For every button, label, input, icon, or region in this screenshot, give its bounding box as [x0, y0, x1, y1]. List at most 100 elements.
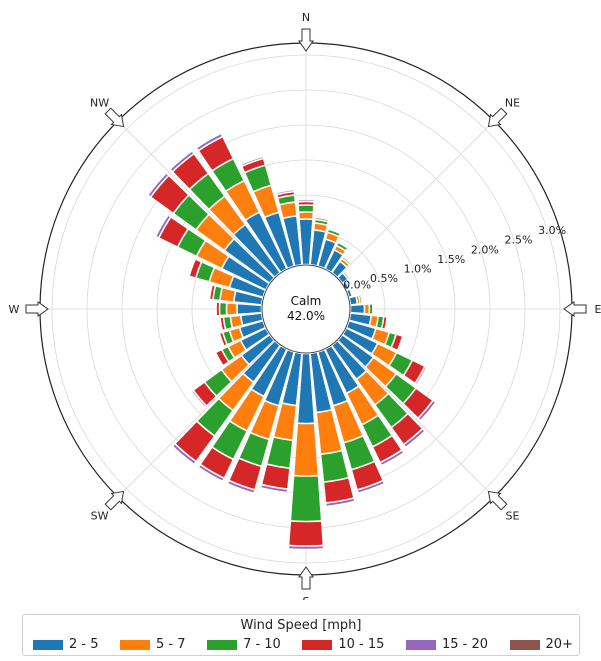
bar-segment-30-2	[336, 242, 348, 251]
bar-segment-10-4	[315, 216, 330, 220]
bar-segment-150-4	[380, 450, 404, 466]
bar-segment-100-3	[381, 316, 387, 330]
bar-segment-310-1	[196, 214, 234, 251]
bar-segment-310-0	[224, 238, 275, 284]
ring-label: 2.5%	[505, 234, 533, 247]
arrow-icon-W	[25, 301, 49, 317]
bar-segment-120-1	[371, 343, 397, 366]
bar-segment-200-3	[229, 458, 262, 490]
calm-circle	[261, 264, 351, 354]
bar-segment-290-4	[187, 258, 196, 276]
bar-segment-90-2	[369, 303, 373, 315]
bar-segment-160-0	[317, 349, 348, 406]
bar-segment-250-3	[219, 332, 227, 346]
arrow-icon-NW	[104, 107, 125, 128]
bar-segment-280-3	[209, 285, 216, 300]
bar-segment-110-4	[397, 336, 404, 351]
bar-segment-280-4	[208, 284, 212, 300]
bar-segment-230-3	[193, 382, 217, 406]
bar-segment-150-0	[325, 345, 359, 394]
bar-segment-320-3	[172, 153, 209, 190]
legend-item-0: 2 - 5	[33, 637, 99, 652]
bar-segment-230-0	[241, 334, 275, 365]
direction-label-E: E	[595, 303, 601, 316]
bar-segment-260-0	[241, 313, 263, 326]
bar-segment-0-4	[297, 199, 315, 202]
bar-segment-330-3	[198, 136, 234, 171]
bar-segment-60-0	[342, 281, 350, 290]
bar-segment-220-4	[172, 443, 196, 465]
bar-segment-330-1	[225, 180, 260, 220]
bar-segment-170-0	[310, 352, 332, 413]
bar-segment-190-2	[266, 437, 293, 468]
legend-item-3: 10 - 15	[302, 637, 384, 652]
arrow-icon-S	[298, 566, 314, 590]
bar-segment-120-2	[389, 352, 413, 376]
bar-segment-150-3	[372, 435, 402, 463]
bar-segment-350-0	[282, 216, 302, 266]
bar-segment-50-2	[344, 270, 351, 278]
bar-segment-150-1	[346, 386, 379, 425]
bar-segment-310-3	[150, 175, 189, 214]
bar-segment-80-1	[356, 295, 360, 304]
bar-segment-240-4	[214, 352, 223, 367]
bar-segment-230-4	[191, 390, 207, 408]
bar-segment-80-2	[358, 295, 362, 304]
bar-segment-90-3	[372, 303, 375, 315]
bar-segment-120-4	[415, 366, 427, 385]
bar-segment-170-4	[325, 498, 355, 507]
bar-segment-60-2	[346, 280, 352, 288]
legend-swatch	[509, 639, 540, 650]
bar-segment-320-4	[170, 151, 194, 172]
ring-label: 1.5%	[437, 253, 465, 266]
wind-rose-chart: 0.0%0.5%1.0%1.5%2.0%2.5%3.0% NNEESESSWWN…	[9, 11, 601, 600]
bar-segment-130-3	[403, 388, 433, 418]
bar-segment-90-0	[350, 304, 365, 314]
bar-segment-300-3	[158, 217, 189, 247]
arrow-icon-SW	[104, 490, 125, 511]
arrow-icon-N	[298, 28, 314, 52]
arrow-icon-NE	[487, 107, 508, 128]
bar-segment-220-1	[218, 373, 254, 411]
bar-segment-140-3	[391, 413, 423, 445]
bar-segment-240-3	[215, 349, 229, 366]
bar-segment-270-0	[237, 303, 262, 315]
bar-segment-260-3	[220, 317, 226, 331]
bar-segment-110-1	[372, 328, 390, 345]
legend-swatch	[33, 639, 63, 650]
bar-segment-350-2	[277, 195, 296, 205]
bar-segment-180-0	[297, 353, 315, 424]
bar-segment-220-2	[197, 398, 233, 436]
bar-segment-340-0	[264, 212, 295, 269]
bar-segment-120-0	[342, 328, 378, 354]
bar-segment-330-2	[212, 158, 244, 192]
bar-segment-10-1	[313, 223, 328, 232]
ring-labels: 0.0%0.5% 1.0% 1.5% 2.0% 2.5% 3.0%	[343, 224, 566, 292]
bar-segment-300-4	[155, 215, 171, 238]
bar-segment-270-3	[216, 302, 220, 316]
bar-segment-340-3	[241, 158, 266, 173]
direction-labels: N NE E SE S SW W NW	[9, 11, 601, 600]
bar-segment-40-2	[342, 257, 351, 265]
bar-segment-180-4	[288, 545, 324, 550]
bar-segment-190-0	[282, 352, 302, 406]
bar-segment-70-0	[346, 289, 353, 298]
bar-segment-180-2	[290, 475, 322, 522]
bar-segment-190-1	[273, 403, 297, 441]
bar-segment-110-2	[385, 332, 396, 348]
bar-segment-290-0	[229, 276, 266, 298]
bar-segment-10-3	[314, 217, 329, 222]
direction-label-SE: SE	[506, 509, 520, 522]
bar-segment-200-2	[239, 432, 270, 467]
bar-segment-30-4	[338, 240, 349, 247]
bar-segment-280-0	[234, 291, 263, 305]
bar-segment-40-3	[343, 255, 352, 264]
grid-spoke	[117, 120, 276, 279]
bar-segment-140-1	[356, 371, 389, 405]
bar-segment-300-0	[221, 256, 270, 290]
direction-label-SW: SW	[91, 509, 109, 522]
bar-segment-190-3	[261, 464, 290, 489]
legend-item-4: 15 - 20	[405, 637, 488, 652]
bar-segment-50-0	[337, 273, 348, 284]
